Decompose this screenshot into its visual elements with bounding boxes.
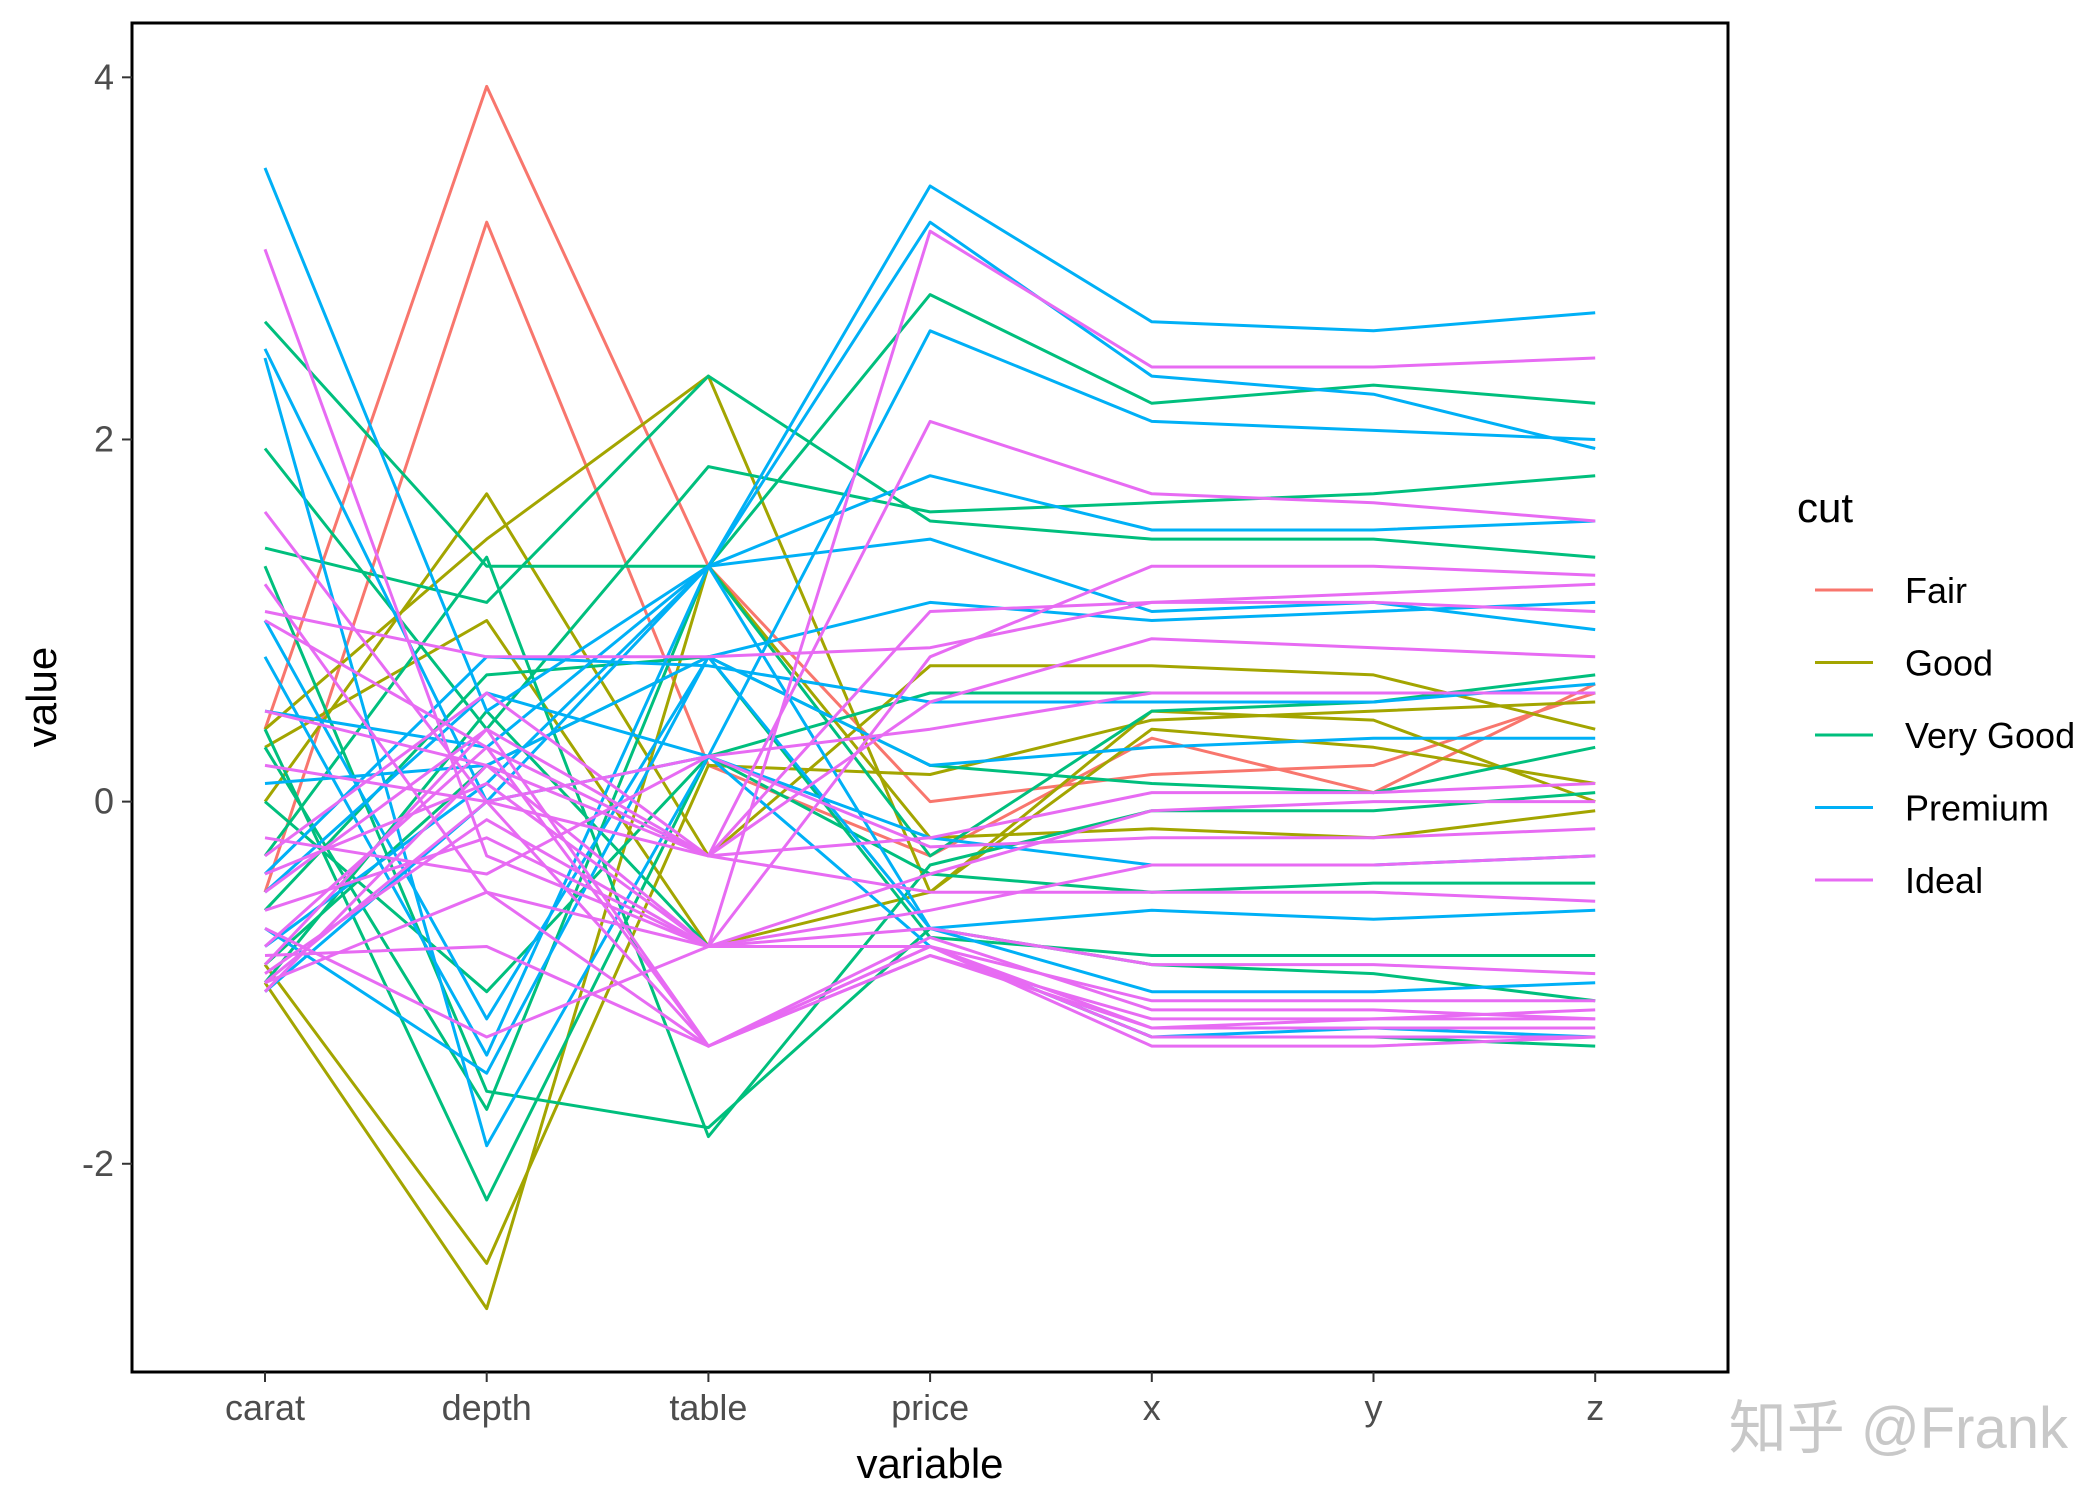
series-line-ideal-47 xyxy=(264,600,1596,659)
x-tick-label-depth: depth xyxy=(442,1387,532,1428)
series-lines xyxy=(263,84,1596,1311)
y-tick-label: 4 xyxy=(94,56,114,97)
x-axis: carat depth table price x y z xyxy=(225,1372,1604,1428)
series-line-ideal-45 xyxy=(264,935,1596,1048)
x-tick-label-x: x xyxy=(1143,1387,1161,1428)
y-tick-label: 0 xyxy=(94,781,114,822)
series-line-ideal-30 xyxy=(263,229,1596,948)
series-line-very-good-7 xyxy=(263,293,1596,568)
legend-label-very-good: Very Good xyxy=(1905,715,2075,756)
legend: cut Fair Good Very Good Premium Ideal xyxy=(1797,484,2075,901)
series-line-ideal-43 xyxy=(264,691,1596,858)
watermark: 知乎 @Frank xyxy=(1729,1396,2069,1461)
x-tick-label-y: y xyxy=(1365,1387,1383,1428)
series-line-good-4 xyxy=(263,700,1596,1265)
series-line-ideal-44 xyxy=(264,691,1596,804)
x-tick-label-carat: carat xyxy=(225,1387,305,1428)
series-line-ideal-41 xyxy=(263,763,1596,1048)
legend-label-good: Good xyxy=(1905,643,1993,684)
y-tick-label: 2 xyxy=(94,418,114,459)
series-line-ideal-48 xyxy=(264,754,1596,876)
series-line-very-good-12 xyxy=(263,555,1596,1139)
series-line-ideal-35 xyxy=(264,782,1596,948)
x-tick-label-z: z xyxy=(1586,1387,1604,1428)
series-line-premium-29 xyxy=(263,600,1596,1021)
series-line-premium-18 xyxy=(263,167,1596,713)
legend-label-ideal: Ideal xyxy=(1905,860,1983,901)
legend-title: cut xyxy=(1797,484,1853,531)
y-axis-title: value xyxy=(18,647,65,747)
x-tick-label-table: table xyxy=(669,1387,747,1428)
series-line-ideal-42 xyxy=(264,926,1596,1039)
legend-entries: Fair Good Very Good Premium Ideal xyxy=(1815,570,2075,901)
series-line-good-2 xyxy=(263,492,1596,858)
x-tick-label-price: price xyxy=(891,1387,969,1428)
y-tick-label: -2 xyxy=(82,1143,114,1184)
series-line-premium-20 xyxy=(263,329,1596,1148)
series-line-fair-0 xyxy=(263,84,1596,804)
series-line-ideal-49 xyxy=(264,890,1596,1048)
legend-label-premium: Premium xyxy=(1905,788,2049,829)
x-axis-title: variable xyxy=(856,1440,1003,1487)
legend-label-fair: Fair xyxy=(1905,570,1967,611)
series-line-premium-21 xyxy=(263,474,1596,1057)
series-line-ideal-46 xyxy=(264,727,1596,903)
series-line-very-good-9 xyxy=(264,374,1596,604)
series-line-ideal-36 xyxy=(264,836,1596,948)
y-axis: -2 0 2 4 xyxy=(82,56,132,1184)
